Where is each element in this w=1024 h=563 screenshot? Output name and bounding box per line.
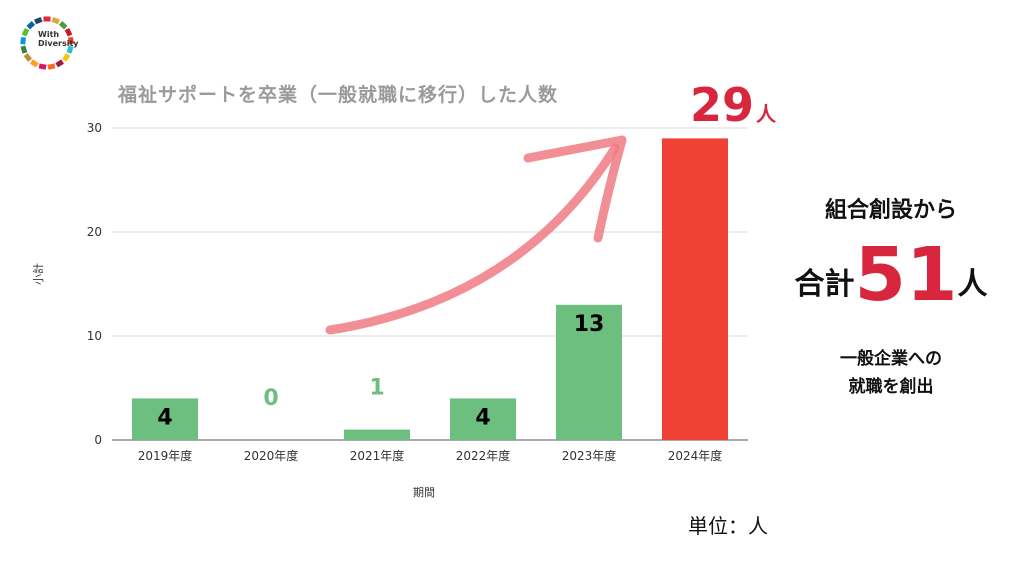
logo-ring-segment: [20, 45, 28, 54]
logo-ring-segment: [21, 28, 30, 37]
x-tick-label: 2020年度: [244, 448, 299, 463]
data-label: 0: [263, 386, 278, 411]
data-label: 13: [574, 312, 605, 337]
summary-unit: 人: [957, 267, 988, 302]
logo-ring-segment: [55, 59, 64, 68]
x-axis-label: 期間: [413, 486, 435, 499]
summary-description: 一般企業への 就職を創出: [766, 345, 1016, 401]
bar: [450, 398, 516, 440]
x-tick-label: 2021年度: [350, 448, 405, 463]
logo-text-line1: With: [38, 30, 60, 39]
highlight-callout: 29 人: [690, 78, 776, 132]
logo-ring-segment: [34, 17, 43, 25]
bar: [344, 429, 410, 440]
bar: [132, 398, 198, 440]
logo-ring-segment: [20, 37, 26, 45]
y-tick-label: 0: [94, 433, 102, 447]
data-label: 4: [157, 405, 172, 430]
trend-arrow-head: [523, 135, 627, 243]
logo-text: With Diversity: [38, 30, 79, 48]
logo-ring-segment: [23, 53, 32, 62]
bar: [662, 138, 728, 440]
logo-ring-segment: [68, 37, 74, 45]
chart-title: 福祉サポートを卒業（一般就職に移行）した人数: [118, 84, 559, 106]
summary-line3: 一般企業への: [840, 349, 942, 369]
unit-note: 単位：人: [688, 514, 768, 538]
bar: [556, 304, 622, 440]
summary-line4: 就職を創出: [848, 377, 934, 397]
logo-ring-segment: [62, 53, 71, 62]
callout-unit: 人: [756, 102, 777, 126]
x-tick-label: 2023年度: [562, 448, 617, 463]
y-tick-label: 20: [87, 225, 102, 239]
y-tick-label: 30: [87, 121, 102, 135]
callout-value: 29: [690, 78, 755, 132]
logo-ring-segment: [64, 28, 73, 37]
x-tick-label: 2019年度: [138, 448, 193, 463]
logo-ring-segment: [38, 63, 47, 70]
logo-text-line2: Diversity: [38, 39, 79, 48]
with-diversity-logo: [20, 16, 74, 70]
trend-arrow: [325, 143, 620, 335]
logo-ring-segment: [66, 45, 74, 54]
logo-ring-segment: [43, 16, 51, 22]
x-tick-label: 2024年度: [668, 448, 723, 463]
y-tick-label: 10: [87, 329, 102, 343]
logo-ring-segment: [51, 17, 60, 25]
summary-value: 51: [854, 232, 958, 318]
data-label: 1: [369, 376, 384, 401]
summary-total: 合計51人: [766, 232, 1016, 318]
logo-ring-segment: [47, 63, 56, 70]
logo-ring-segment: [30, 59, 39, 68]
data-label: 4: [475, 405, 490, 430]
logo-ring-segment: [58, 21, 68, 30]
x-tick-label: 2022年度: [456, 448, 511, 463]
summary-prefix: 合計: [794, 267, 855, 302]
logo-ring-segment: [26, 21, 36, 30]
y-axis-label: 小計: [32, 263, 45, 285]
summary-line1: 組合創設から: [824, 198, 957, 223]
